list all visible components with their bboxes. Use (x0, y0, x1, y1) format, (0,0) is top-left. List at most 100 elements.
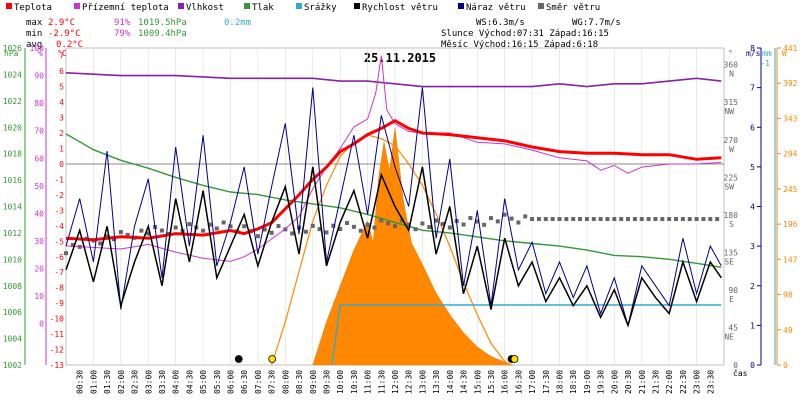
wind-dir-point (447, 225, 452, 230)
hpa-axis-label: hPa (4, 49, 19, 58)
ms-tick-0: 8 (750, 44, 755, 53)
stats-panel: max 2.9°C 91% 1019.5hPa 0.2mm min -2.9°C… (26, 18, 251, 50)
x-tick-8: 04:30 (185, 370, 194, 394)
temp-tick-7: 0 (59, 160, 64, 169)
wind-dir-point (619, 217, 624, 222)
wind-dir-point (406, 222, 411, 227)
temp-tick-1: 6 (59, 67, 64, 76)
wind-dir-point (255, 234, 260, 239)
hum-tick-5: 50 (34, 182, 44, 191)
temp-tick-5: 2 (59, 129, 64, 138)
wind-dir-point (578, 217, 583, 222)
wind-dir-point (674, 217, 679, 222)
x-tick-5: 03:00 (144, 370, 153, 394)
hum-tick-6: 40 (34, 209, 44, 218)
legend-label-7: Směr větru (546, 3, 600, 13)
dir-compass-1: NW (724, 107, 734, 116)
hpa-tick-10: 1006 (3, 308, 22, 317)
temp-tick-12: -5 (54, 237, 64, 246)
ms-tick-6: 2 (750, 282, 755, 291)
hum-tick-10: 0 (39, 320, 44, 329)
wm-tick-4: 245 (783, 185, 798, 194)
stats-max-hum: 91% (114, 18, 131, 28)
x-tick-14: 07:30 (268, 370, 277, 394)
wind-dir-point (159, 228, 164, 233)
x-tick-11: 06:00 (227, 370, 236, 394)
wind-dir-point (372, 225, 377, 230)
ms-tick-7: 1 (750, 321, 755, 330)
wind-dir-point (468, 216, 473, 221)
legend-swatch-6 (458, 3, 464, 9)
dir-compass-4: S (729, 220, 734, 229)
wind-dir-point (276, 224, 281, 229)
marker-moon-set (234, 355, 243, 363)
wind-dir-point (310, 223, 315, 228)
legend-label-3: Tlak (252, 3, 274, 13)
temp-tick-11: -4 (54, 222, 64, 231)
temp-tick-10: -3 (54, 206, 64, 215)
wind-dir-point (125, 232, 130, 237)
x-tick-19: 10:00 (336, 370, 345, 394)
hpa-tick-8: 1010 (3, 255, 22, 264)
wind-dir-point (495, 219, 500, 224)
x-tick-34: 17:30 (542, 370, 551, 394)
legend-label-5: Rychlost větru (362, 3, 438, 13)
temp-axis-label: °C (57, 49, 67, 58)
hpa-tick-12: 1002 (3, 361, 22, 370)
wind-dir-point (358, 228, 363, 233)
stats-min-temp: -2.9°C (48, 29, 81, 39)
legend-swatch-5 (354, 3, 360, 9)
series-ground-temperature (65, 55, 722, 262)
dir-tick-0: 360 (724, 61, 739, 70)
wind-dir-point (146, 231, 151, 236)
wind-dir-point (139, 228, 144, 233)
hpa-tick-2: 1022 (3, 97, 22, 106)
x-tick-27: 14:00 (446, 370, 455, 394)
hum-tick-8: 20 (34, 265, 44, 274)
x-tick-32: 16:30 (514, 370, 523, 394)
temp-tick-15: -8 (54, 284, 64, 293)
stats-max-press: 1019.5hPa (138, 18, 187, 28)
legend-label-6: Náraz větru (466, 3, 526, 13)
dir-compass-7: NE (724, 332, 734, 341)
stats-min-label: min (26, 29, 42, 39)
mm-axis-label: mm (762, 49, 772, 58)
x-tick-44: 22:30 (679, 370, 688, 394)
dir-tick-3: 225 (724, 173, 739, 182)
stats-max-temp: 2.9°C (48, 18, 75, 28)
wm-tick-9: 0 (783, 361, 788, 370)
x-tick-35: 18:00 (556, 370, 565, 394)
wm-tick-1: 392 (783, 79, 798, 88)
wind-dir-point (701, 217, 706, 222)
ms-tick-8: 0 (750, 361, 755, 370)
wind-dir-point (173, 225, 178, 230)
wind-dir-point (64, 251, 68, 256)
x-tick-12: 06:30 (240, 370, 249, 394)
legend: Teplota Přízemní teplota Vlhkost Tlak Srážky… (6, 3, 600, 13)
wind-dir-point (680, 217, 685, 222)
mm-tick-0: -1 (760, 59, 770, 68)
wind-dir-point (598, 217, 603, 222)
wm-tick-5: 196 (783, 220, 798, 229)
hpa-tick-7: 1012 (3, 229, 22, 238)
x-tick-45: 23:00 (693, 370, 702, 394)
dir-compass-3: SW (724, 182, 734, 191)
x-tick-38: 19:30 (597, 370, 606, 394)
hum-tick-3: 70 (34, 127, 44, 136)
dir-axis-label: ° (728, 49, 733, 58)
plot-area (64, 47, 725, 366)
wind-dir-point (605, 217, 610, 222)
stats-min-press: 1009.4hPa (138, 29, 187, 39)
wind-dir-point (221, 220, 226, 225)
temp-tick-4: 3 (59, 114, 64, 123)
wind-dir-point (564, 217, 569, 222)
marker-sunset (510, 355, 519, 363)
dir-tick-2: 270 (724, 136, 739, 145)
x-tick-6: 03:30 (158, 370, 167, 394)
series-pressure (65, 133, 722, 268)
wind-dir-point (214, 226, 219, 231)
dir-compass-2: W (729, 145, 734, 154)
legend-swatch-1 (74, 3, 80, 9)
temp-tick-20: -13 (50, 361, 65, 370)
wind-dir-point (612, 217, 617, 222)
